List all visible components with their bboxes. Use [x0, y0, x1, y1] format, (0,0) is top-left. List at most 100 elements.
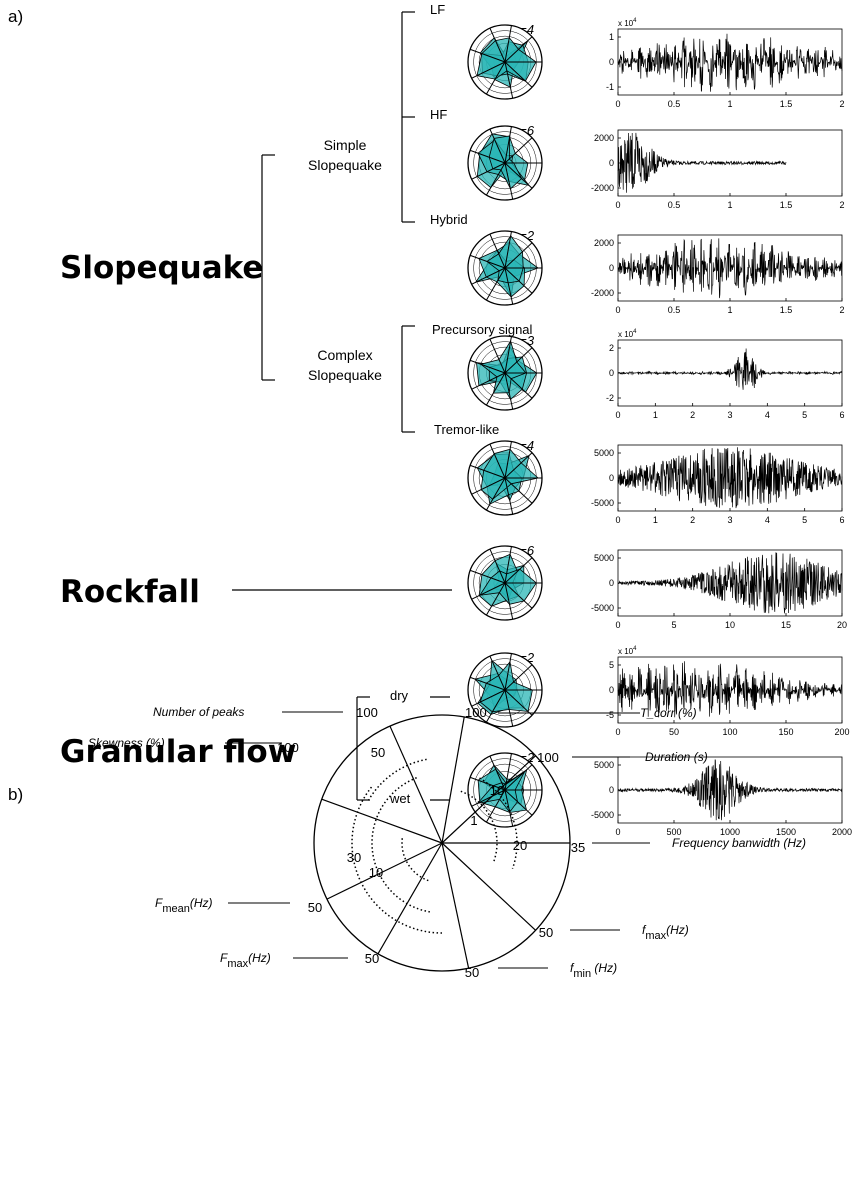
y-tick-label: 5000 — [594, 448, 614, 458]
radar-spoke — [504, 441, 512, 479]
radar-spoke — [504, 162, 533, 189]
radar-spoke — [486, 477, 506, 511]
scale-base: x 10 — [618, 330, 634, 339]
axis-name-main: Duration (s) — [645, 750, 708, 764]
y-tick-label: 0 — [609, 685, 614, 695]
x-tick-label: 200 — [834, 727, 849, 737]
inner-label: 1 — [470, 813, 477, 828]
line — [441, 755, 537, 844]
scale-exp: 4 — [633, 329, 637, 335]
x-tick-label: 1 — [727, 200, 732, 210]
axis-name-rest: (Hz) — [666, 923, 689, 937]
y-tick-label: 2000 — [594, 133, 614, 143]
axis-name-main: Frequency banwidth (Hz) — [672, 836, 806, 850]
x-tick-label: 4 — [765, 515, 770, 525]
radar-spoke — [504, 372, 514, 410]
radar-spoke — [504, 267, 533, 294]
row-label: Precursory signal — [432, 322, 533, 337]
radar — [467, 652, 543, 728]
y-tick-label: 5000 — [594, 553, 614, 563]
subgroup-label: Complex — [317, 347, 372, 363]
inner-label: 20 — [513, 838, 527, 853]
axis-name: Frequency banwidth (Hz) — [672, 836, 806, 850]
radar-spoke — [504, 664, 533, 691]
radar-spoke — [504, 61, 533, 88]
x-tick-label: 100 — [722, 727, 737, 737]
x-tick-label: 10 — [725, 620, 735, 630]
axis-name: Skewness (%) — [88, 736, 165, 750]
radar-spoke — [504, 231, 512, 269]
axis-name-main: Number of peaks — [153, 705, 244, 719]
subgroup-label: Slopequake — [308, 367, 382, 383]
radar — [467, 335, 543, 411]
waveform — [617, 661, 843, 718]
row-label: Tremor-like — [434, 422, 499, 437]
axis-name-main: F — [155, 896, 163, 910]
dotted-arc — [371, 776, 430, 913]
x-tick-label: 0.5 — [668, 99, 681, 109]
radar-spoke — [489, 655, 506, 691]
radar-spoke — [504, 689, 514, 727]
x-tick-label: 150 — [778, 727, 793, 737]
axis-name-main: T_corr (%) — [640, 706, 697, 720]
radar-spoke — [504, 267, 514, 305]
x-tick-label: 0 — [615, 827, 620, 837]
axis-name: Duration (s) — [645, 750, 708, 764]
radar-spoke — [504, 582, 514, 620]
axis-name: fmax(Hz) — [642, 923, 689, 942]
group-label: Granular flow — [60, 734, 296, 770]
y-tick-label: 0 — [609, 368, 614, 378]
radar-spoke — [489, 27, 506, 63]
radar-spoke — [504, 789, 514, 827]
y-tick-label: 1 — [609, 32, 614, 42]
radar-spoke — [471, 582, 506, 600]
x-tick-label: 15 — [781, 620, 791, 630]
radar-spoke — [504, 582, 533, 609]
line — [321, 798, 443, 844]
radar-spoke — [504, 61, 514, 99]
line — [441, 842, 537, 931]
waveform — [617, 552, 843, 614]
axis-name: fmin (Hz) — [570, 961, 617, 980]
x-tick-label: 6 — [839, 515, 844, 525]
line — [389, 725, 443, 844]
x-tick-label: 2 — [690, 410, 695, 420]
axis-name: Fmax(Hz) — [220, 951, 271, 970]
axis-name-rest: (Hz) — [248, 951, 271, 965]
axis-name: Fmean(Hz) — [155, 896, 213, 915]
scale-exp: 4 — [633, 646, 637, 652]
y-tick-label: -5000 — [591, 603, 614, 613]
x-tick-label: 500 — [666, 827, 681, 837]
group-label: Rockfall — [60, 574, 200, 610]
x-tick-label: 2 — [690, 515, 695, 525]
x-tick-label: 6 — [839, 410, 844, 420]
x-tick-label: 20 — [837, 620, 847, 630]
x-tick-label: 0 — [615, 620, 620, 630]
radar-shape — [479, 340, 527, 394]
radar-shape — [479, 568, 537, 605]
axis-name-main: f — [642, 923, 647, 937]
waveform — [617, 132, 787, 193]
y-tick-label: 0 — [609, 158, 614, 168]
x-tick-label: 0.5 — [668, 305, 681, 315]
axis-max: 100 — [277, 740, 299, 755]
x-tick-label: 1 — [727, 99, 732, 109]
radar-spoke — [489, 128, 506, 164]
radar-spoke — [504, 546, 512, 584]
radar — [467, 545, 543, 621]
x-tick-label: 1 — [653, 515, 658, 525]
axis-max: 100 — [356, 705, 378, 720]
axis-name-main: Skewness (%) — [88, 736, 165, 750]
y-tick-label: 2 — [609, 343, 614, 353]
scale-label: x 104 — [618, 329, 637, 339]
radar-spoke — [486, 372, 506, 406]
x-tick-label: 0 — [615, 410, 620, 420]
x-tick-label: 1.5 — [780, 200, 793, 210]
radar-shape — [479, 660, 533, 713]
y-tick-label: -2000 — [591, 183, 614, 193]
radar-spoke — [504, 789, 533, 816]
subgroup-label: Slopequake — [308, 157, 382, 173]
x-tick-label: 0 — [615, 515, 620, 525]
x-tick-label: 50 — [669, 727, 679, 737]
x-tick-label: 3 — [727, 410, 732, 420]
